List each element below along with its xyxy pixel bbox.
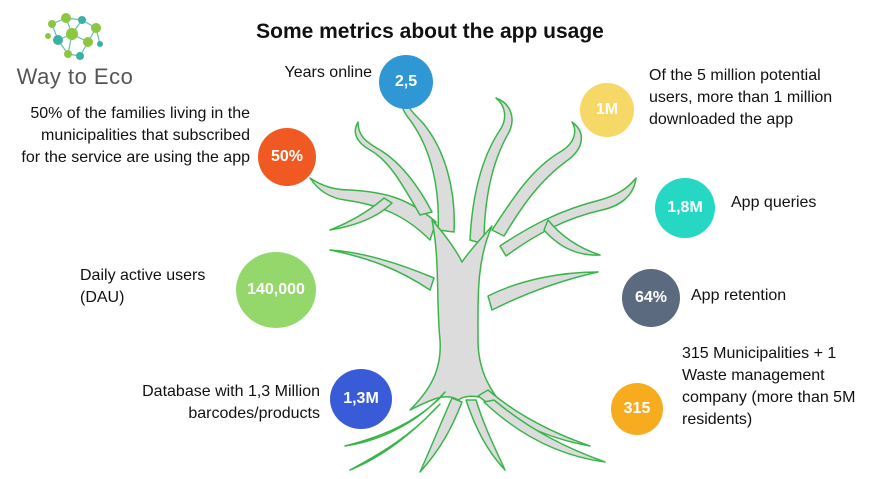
metric-value-retention: 64%	[634, 289, 668, 306]
molecule-logo-icon	[45, 13, 103, 60]
metric-value-municipalities: 315	[623, 400, 651, 417]
logo: Way to Eco	[10, 6, 140, 92]
metric-value-dau: 140,000	[247, 281, 305, 298]
metric-label-municipalities: 315 Municipalities + 1 Waste management …	[682, 345, 856, 428]
metric-bubble-dau: 140,000	[236, 252, 316, 328]
metric-label-families: 50% of the families living in the munici…	[21, 105, 250, 166]
metric-value-queries: 1,8M	[667, 199, 703, 216]
metric-bubble-municipalities: 315	[611, 383, 663, 435]
metric-value-years: 2,5	[394, 73, 418, 90]
metric-bubble-families: 50%	[258, 128, 316, 186]
metric-label-retention: App retention	[691, 287, 787, 304]
metric-bubble-queries: 1,8M	[655, 178, 715, 238]
metric-value-users: 1M	[595, 101, 619, 118]
metric-bubble-retention: 64%	[622, 269, 680, 327]
metric-label-users: Of the 5 million potential users, more t…	[649, 67, 833, 128]
metric-value-database: 1,3M	[343, 390, 379, 407]
metric-label-dau: Daily active users (DAU)	[80, 267, 206, 306]
metric-label-queries: App queries	[731, 194, 817, 211]
page-title: Some metrics about the app usage	[256, 20, 604, 43]
metric-value-families: 50%	[270, 148, 304, 165]
metric-label-database: Database with 1,3 Million barcodes/produ…	[142, 383, 320, 422]
metric-bubble-years: 2,5	[379, 55, 433, 109]
metric-bubble-users: 1M	[580, 83, 634, 137]
metric-bubble-database: 1,3M	[330, 369, 392, 429]
metric-label-years: Years online	[284, 64, 372, 81]
logo-text: Way to Eco	[16, 64, 134, 89]
